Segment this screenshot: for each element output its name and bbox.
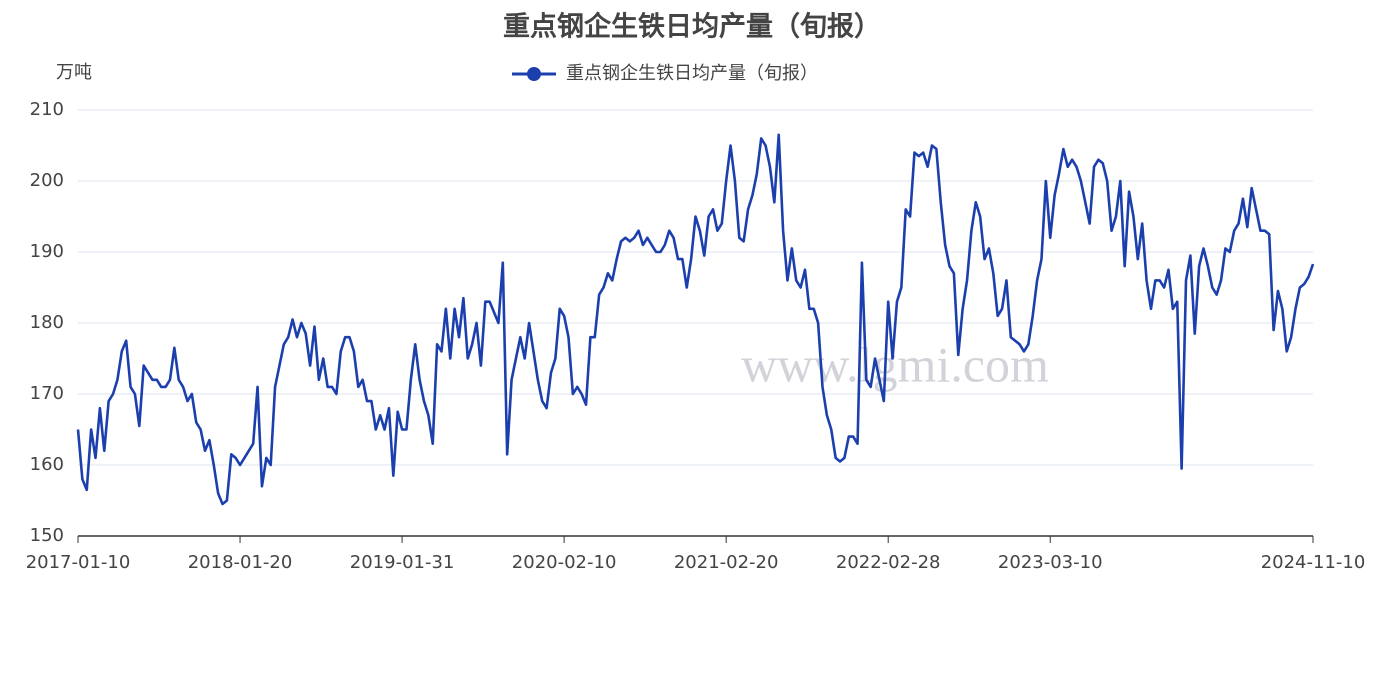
- y-tick-label: 190: [30, 241, 64, 262]
- y-tick-label: 180: [30, 312, 64, 333]
- x-tick-label: 2022-02-28: [836, 552, 941, 573]
- y-tick-label: 210: [30, 99, 64, 120]
- x-tick-label: 2021-02-20: [674, 552, 779, 573]
- y-unit: 万吨: [56, 62, 92, 83]
- x-tick-label: 2024-11-10: [1261, 552, 1366, 573]
- x-tick-label: 2023-03-10: [998, 552, 1103, 573]
- chart-title: 重点钢企生铁日均产量（旬报）: [503, 11, 881, 43]
- y-tick-label: 150: [30, 525, 64, 546]
- y-tick-label: 160: [30, 454, 64, 475]
- legend-label: 重点钢企生铁日均产量（旬报）: [566, 63, 818, 84]
- legend-marker: [527, 67, 541, 81]
- x-tick-label: 2017-01-10: [26, 552, 131, 573]
- data-line: [76, 133, 1315, 506]
- legend: 重点钢企生铁日均产量（旬报）: [512, 63, 818, 84]
- y-tick-label: 170: [30, 383, 64, 404]
- watermark: www.lgmi.com: [741, 336, 1049, 392]
- y-tick-label: 200: [30, 170, 64, 191]
- x-tick-label: 2018-01-20: [188, 552, 293, 573]
- x-tick-label: 2019-01-31: [350, 552, 455, 573]
- x-tick-label: 2020-02-10: [512, 552, 617, 573]
